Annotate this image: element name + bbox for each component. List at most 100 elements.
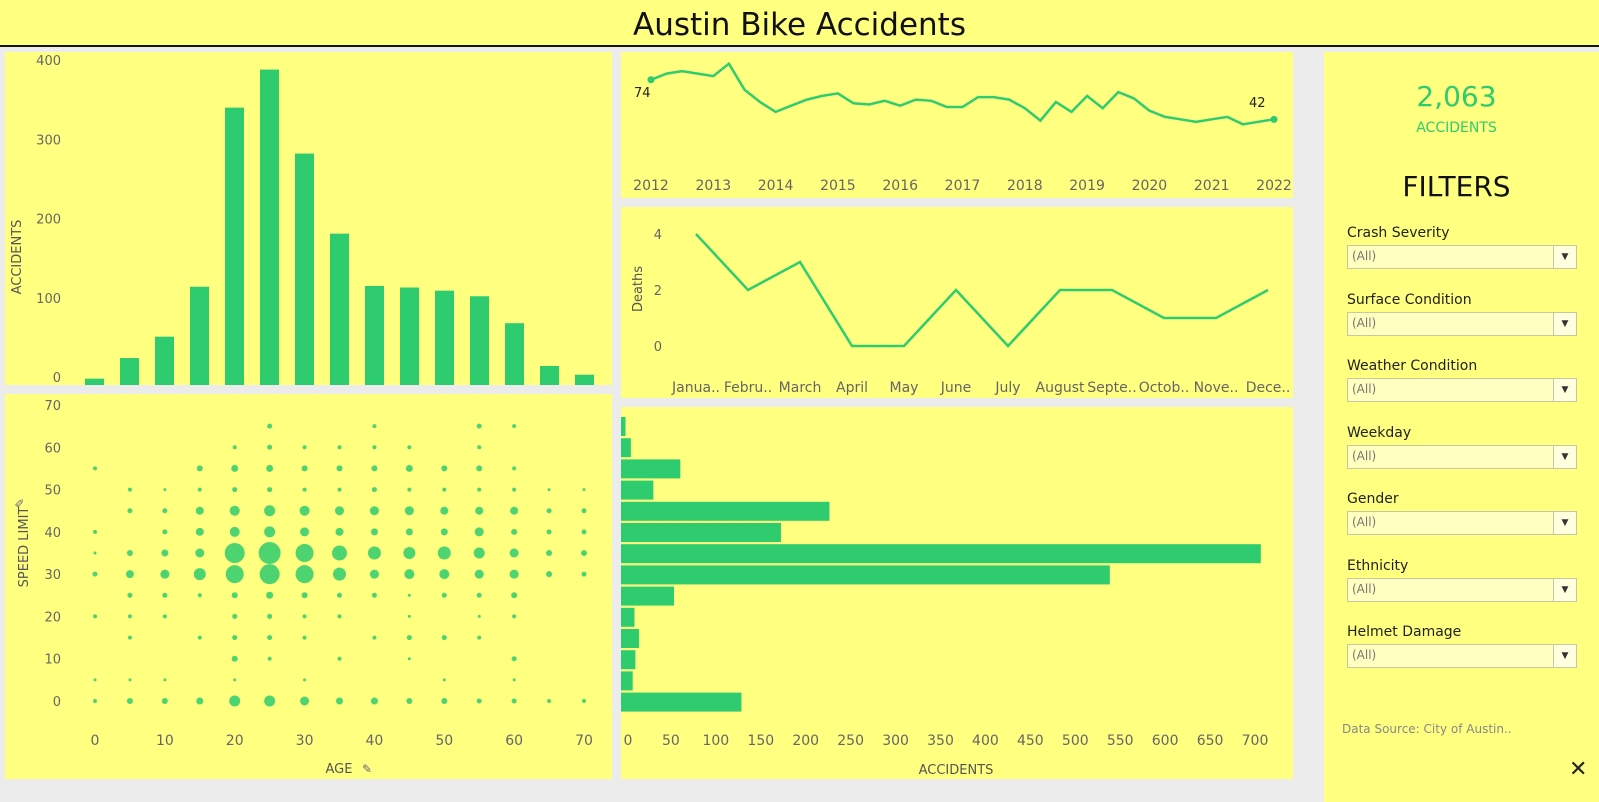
x-tick-label: 2019: [1069, 178, 1105, 194]
scatter-point: [407, 487, 412, 492]
x-tick-label: Dece..: [1246, 380, 1291, 396]
speed-limit-bar: [621, 607, 635, 627]
speed-limit-bar: [621, 438, 631, 458]
scatter-point: [581, 529, 587, 535]
scatter-point: [511, 592, 518, 599]
filter-dropdown[interactable]: (All) ▼: [1347, 511, 1577, 535]
filter-crash-severity: Crash Severity (All) ▼: [1347, 224, 1577, 269]
scatter-point: [302, 635, 307, 640]
pin-icon[interactable]: ✎: [13, 498, 27, 508]
chevron-down-icon[interactable]: ▼: [1553, 645, 1576, 667]
scatter-point: [160, 569, 170, 579]
x-tick-label: May: [890, 380, 919, 396]
scatter-point: [163, 678, 167, 682]
scatter-point: [267, 444, 273, 450]
speed-limit-bar: [621, 480, 654, 500]
filter-selected-value: (All): [1352, 448, 1377, 463]
scatter-point: [195, 548, 205, 558]
pin-icon[interactable]: ✎: [362, 762, 372, 776]
scatter-point: [510, 506, 519, 515]
scatter-point: [127, 635, 132, 640]
scatter-point: [367, 546, 381, 560]
scatter-point: [441, 592, 447, 598]
scatter-point: [407, 593, 411, 597]
scatter-point: [546, 571, 553, 578]
scatter-point: [93, 699, 97, 703]
scatter-point: [581, 550, 587, 556]
scatter-point: [195, 527, 204, 536]
filter-helmet-damage: Helmet Damage (All) ▼: [1347, 623, 1577, 668]
chevron-down-icon[interactable]: ▼: [1553, 512, 1576, 534]
scatter-point: [509, 548, 519, 558]
scatter-point: [476, 592, 482, 598]
x-tick-label: August: [1036, 380, 1086, 396]
filter-dropdown[interactable]: (All) ▼: [1347, 444, 1577, 469]
y-tick-label: 60: [44, 441, 61, 456]
scatter-point: [233, 678, 237, 682]
scatter-point: [582, 699, 586, 703]
scatter-point: [264, 695, 276, 707]
x-tick-label: March: [779, 380, 822, 396]
filter-dropdown[interactable]: (All) ▼: [1347, 644, 1577, 668]
scatter-point: [404, 506, 414, 516]
data-source-note: Data Source: City of Austin..: [1342, 722, 1512, 736]
filter-dropdown[interactable]: (All) ▼: [1347, 311, 1577, 336]
scatter-point: [267, 487, 273, 493]
scatter-point: [407, 614, 411, 618]
filter-gender: Gender (All) ▼: [1347, 490, 1577, 535]
scatter-point: [546, 550, 553, 556]
chevron-down-icon[interactable]: ▼: [1553, 246, 1576, 268]
chevron-down-icon[interactable]: ▼: [1553, 379, 1576, 401]
close-icon[interactable]: ✕: [1569, 757, 1588, 782]
scatter-point: [370, 528, 378, 536]
age-histogram-chart[interactable]: ACCIDENTS 0 100 200 300 400: [5, 52, 612, 386]
filter-dropdown[interactable]: (All) ▼: [1347, 245, 1577, 269]
speed-limit-bars-chart[interactable]: ACCIDENTS 0 50 100 150 200 250 300 350 400 450 500…: [621, 407, 1293, 779]
scatter-point: [337, 614, 342, 619]
chevron-down-icon[interactable]: ▼: [1553, 578, 1576, 601]
chevron-down-icon[interactable]: ▼: [1553, 312, 1576, 335]
filter-label: Crash Severity: [1347, 225, 1450, 241]
x-tick-label: Nove..: [1194, 380, 1239, 396]
chevron-down-icon[interactable]: ▼: [1553, 445, 1576, 468]
filter-label: Weekday: [1347, 424, 1412, 441]
filter-dropdown[interactable]: (All) ▼: [1347, 577, 1577, 602]
scatter-point: [406, 635, 412, 641]
x-tick-label: 50: [435, 733, 453, 749]
scatter-point: [407, 657, 411, 661]
filter-weekday: Weekday (All) ▼: [1347, 424, 1577, 469]
x-tick-label: 30: [296, 733, 314, 749]
scatter-point: [511, 528, 518, 535]
filter-dropdown[interactable]: (All) ▼: [1347, 378, 1577, 402]
scatter-point: [127, 614, 132, 619]
speed-limit-bar: [621, 692, 742, 712]
scatter-point: [477, 487, 482, 492]
kpi-value: 2,063: [1416, 80, 1497, 113]
deaths-line: [695, 233, 1269, 348]
scatter-point: [197, 487, 202, 492]
kpi-label: ACCIDENTS: [1416, 120, 1497, 136]
scatter-point: [232, 613, 238, 619]
scatter-point: [439, 569, 450, 580]
y-axis-title: ACCIDENTS: [10, 220, 25, 295]
scatter-point: [162, 614, 167, 619]
speed-limit-bar: [621, 544, 1261, 564]
histogram-bar: [575, 374, 594, 385]
scatter-point: [301, 592, 308, 599]
x-tick-label: 0: [624, 733, 633, 749]
scatter-point: [267, 423, 273, 429]
scatter-point: [267, 656, 272, 661]
x-tick-label: 2016: [882, 178, 918, 194]
scatter-point: [93, 529, 97, 534]
age-vs-speed-chart[interactable]: SPEED LIMIT ✎ AGE ✎ 0 10 20 30 40 50 60 70 0 10 20…: [5, 394, 612, 779]
histogram-bar: [190, 286, 209, 385]
scatter-point: [404, 569, 415, 580]
accidents-over-time-chart[interactable]: 74 42 2012 2013 2014 2015 2016 2017 2018 2019 20…: [621, 52, 1293, 198]
scatter-point: [474, 569, 484, 579]
deaths-by-month-chart[interactable]: Deaths 0 2 4 Janua.. Febru.. March April May Jun…: [621, 207, 1293, 398]
y-tick-label: 0: [53, 371, 61, 385]
scatter-point: [546, 529, 552, 535]
start-value-label: 74: [634, 86, 651, 101]
scatter-point: [473, 547, 485, 559]
x-tick-label: 2015: [820, 178, 856, 194]
